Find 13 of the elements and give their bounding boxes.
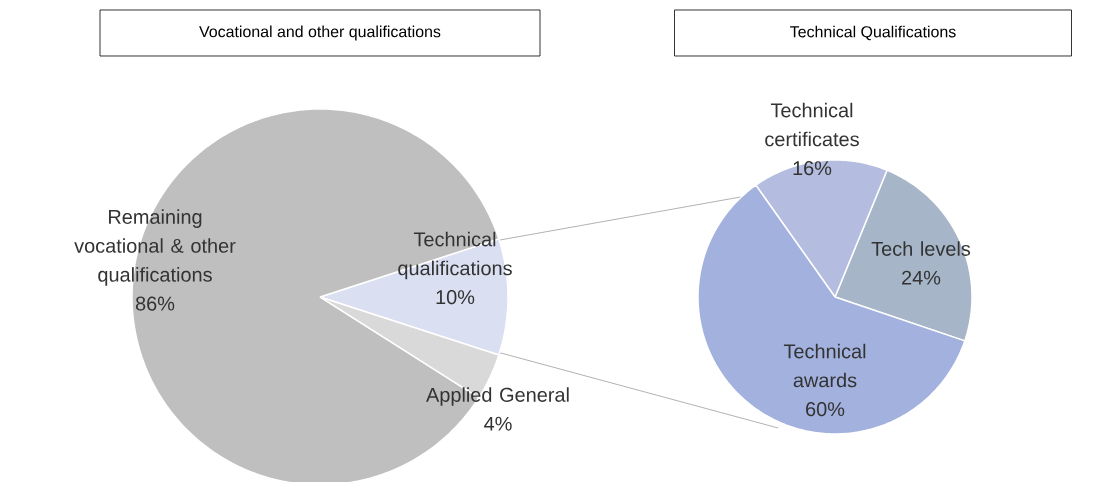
data-label: 24% — [902, 270, 941, 285]
slice-label: Applied General — [426, 387, 569, 406]
chart-title: Vocational and other qualifications — [199, 25, 441, 41]
slice-label: Technical certificates — [765, 102, 859, 147]
data-label: 60% — [806, 402, 845, 417]
data-label: 86% — [135, 296, 175, 311]
data-label: 4% — [484, 416, 512, 431]
chart-title: Technical Qualifications — [790, 25, 956, 41]
slice-label: Remaining vocational & other qualifications — [74, 209, 236, 286]
data-label: 10% — [436, 290, 475, 305]
slice-label: Technical qualifications — [398, 231, 512, 280]
data-label: 16% — [793, 161, 832, 176]
slice-label: Technical awards — [783, 343, 866, 388]
